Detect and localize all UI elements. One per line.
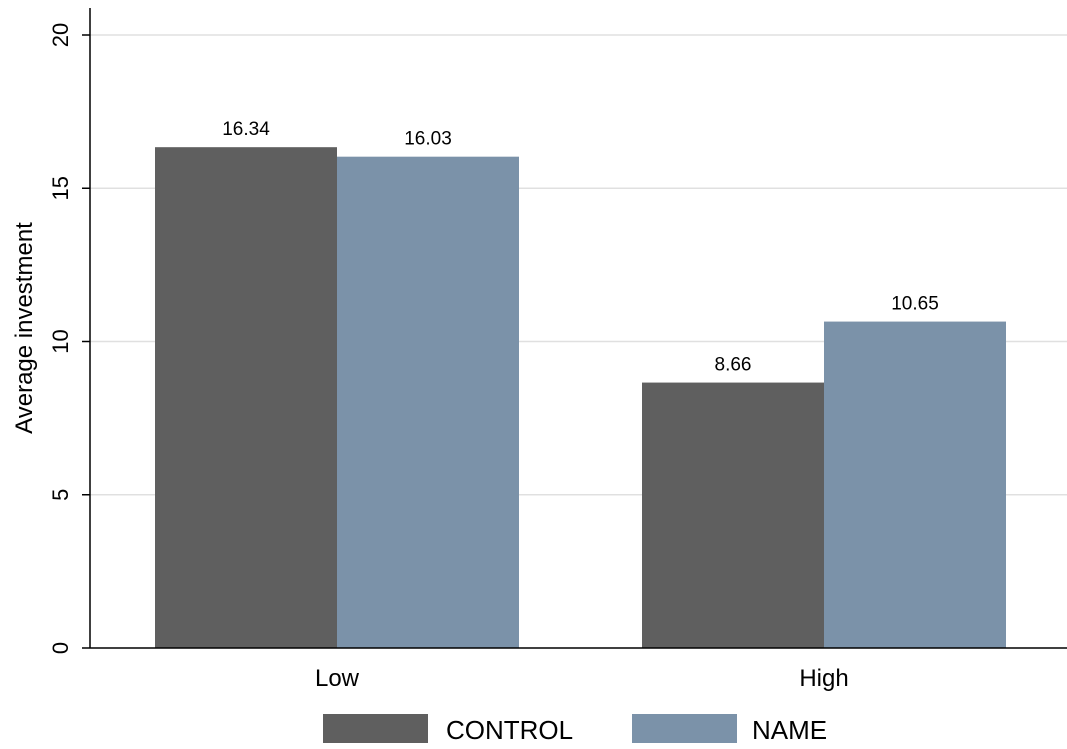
data-label: 8.66 [715, 355, 752, 376]
x-axis-categories: Low High [315, 665, 849, 692]
bars [155, 147, 1006, 649]
x-category-label: Low [315, 665, 360, 692]
y-tick-label: 15 [48, 176, 73, 200]
bar-control-high [642, 382, 824, 648]
axes [89, 8, 1067, 649]
legend-swatch [632, 714, 737, 743]
bar-name-high [824, 321, 1006, 648]
data-label: 16.34 [222, 119, 270, 140]
y-tick-label: 5 [48, 489, 73, 501]
y-tick-label: 0 [48, 642, 73, 654]
data-labels: 16.34 16.03 8.66 10.65 [222, 119, 939, 375]
y-axis-title: Average investment [11, 222, 38, 434]
y-axis-ticks: 0 5 10 15 20 [48, 23, 90, 654]
x-category-label: High [799, 665, 848, 692]
legend-label: CONTROL [446, 715, 573, 745]
bar-name-low [337, 156, 519, 649]
legend: CONTROL NAME [323, 714, 827, 745]
y-tick-label: 10 [48, 329, 73, 353]
legend-swatch [323, 714, 428, 743]
bar-control-low [155, 147, 337, 648]
legend-label: NAME [752, 715, 827, 745]
y-tick-label: 20 [48, 23, 73, 47]
data-label: 10.65 [891, 294, 939, 315]
data-label: 16.03 [404, 129, 452, 150]
